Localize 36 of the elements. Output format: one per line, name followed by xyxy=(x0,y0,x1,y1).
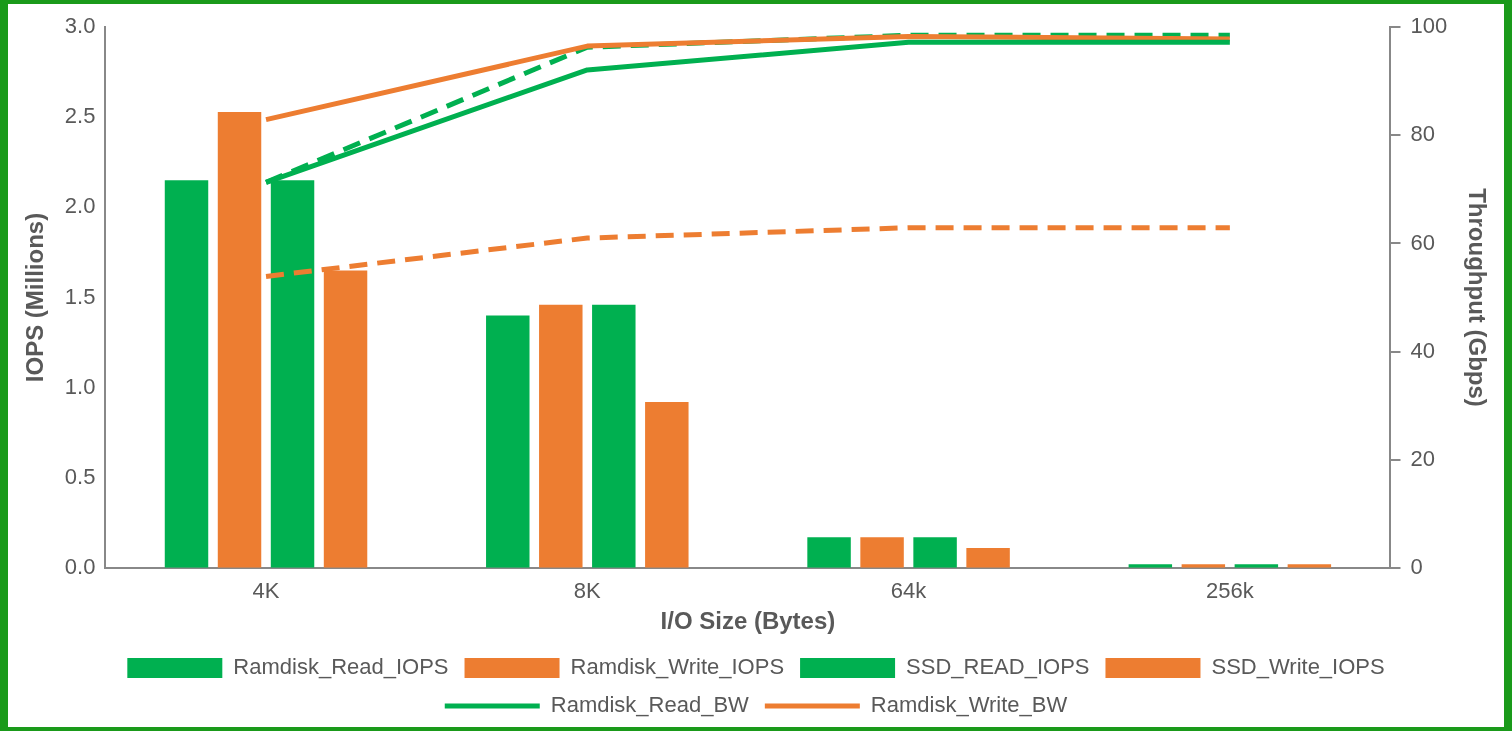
legend-label: Ramdisk_Write_BW xyxy=(870,692,1068,718)
bar xyxy=(592,304,636,568)
y2-tick-label: 100 xyxy=(1410,13,1448,39)
y2-axis-title: Throughput (Gbps) xyxy=(1463,188,1491,407)
bar xyxy=(486,315,530,568)
y2-tick-label: 0 xyxy=(1410,553,1423,579)
bar xyxy=(539,304,583,568)
bar xyxy=(807,537,851,568)
y-tick-label: 1.5 xyxy=(64,283,96,309)
bar xyxy=(164,180,209,568)
x-tick-label: 256k xyxy=(1206,578,1255,604)
y-tick-label: 2.5 xyxy=(64,103,96,129)
legend-label: Ramdisk_Read_IOPS xyxy=(233,654,449,680)
legend-label: SSD_Write_IOPS xyxy=(1211,654,1385,680)
legend-label: Ramdisk_Write_IOPS xyxy=(570,654,785,680)
y2-tick-label: 80 xyxy=(1410,121,1435,147)
legend-label: Ramdisk_Read_BW xyxy=(550,692,750,718)
y2-tick-label: 40 xyxy=(1410,337,1435,363)
bar xyxy=(913,537,957,568)
x-axis-title: I/O Size (Bytes) xyxy=(660,607,836,635)
y-tick-label: 0.0 xyxy=(64,553,96,579)
y-tick-label: 1.0 xyxy=(64,373,96,399)
bar xyxy=(217,111,262,568)
x-tick-label: 4K xyxy=(252,578,280,604)
y-tick-label: 0.5 xyxy=(64,463,96,489)
x-tick-label: 64k xyxy=(890,578,928,604)
bar xyxy=(645,402,689,568)
y-tick-label: 2.0 xyxy=(64,193,96,219)
bar xyxy=(966,547,1010,568)
legend-label: SSD_READ_IOPS xyxy=(906,654,1090,680)
x-tick-label: 8K xyxy=(573,578,602,604)
y-axis-title: IOPS (Millions) xyxy=(21,212,49,383)
y-tick-label: 3.0 xyxy=(64,13,96,39)
y2-tick-label: 20 xyxy=(1410,445,1435,471)
y2-tick-label: 60 xyxy=(1410,229,1435,255)
bar xyxy=(860,537,904,568)
